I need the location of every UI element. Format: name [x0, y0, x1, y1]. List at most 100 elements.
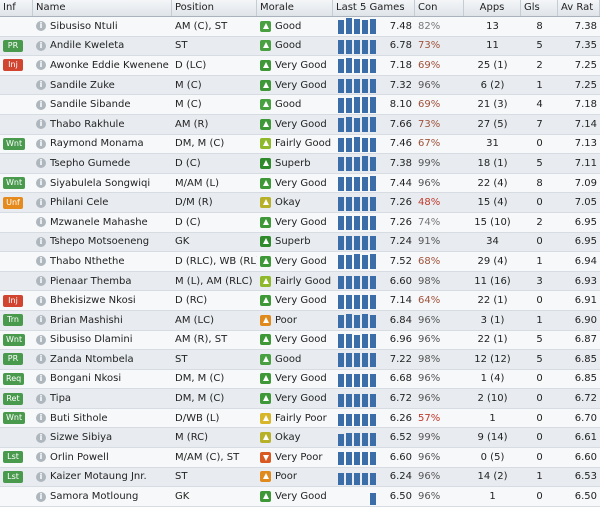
- info-icon[interactable]: i: [36, 21, 46, 32]
- table-row[interactable]: Req i Bongani Nkosi DM, M (C) Very Good 6.68 9…: [0, 369, 600, 390]
- player-name-cell[interactable]: i Pienaar Themba: [33, 272, 172, 291]
- player-name-cell[interactable]: i Thabo Nthethe: [33, 252, 172, 271]
- player-name-cell[interactable]: i Bhekisizwe Nkosi: [33, 291, 172, 310]
- info-icon[interactable]: i: [36, 60, 46, 71]
- status-badge[interactable]: Wnt: [3, 137, 26, 150]
- info-icon[interactable]: i: [36, 432, 46, 443]
- table-row[interactable]: PR i Andile Kweleta ST Good 6.78 73% 11 5 7.35: [0, 36, 600, 57]
- status-badge[interactable]: Wnt: [3, 333, 26, 346]
- table-row[interactable]: Wnt i Siyabulela Songwiqi M/AM (L) Very Good…: [0, 173, 600, 194]
- info-icon[interactable]: i: [36, 276, 46, 287]
- status-badge[interactable]: Ret: [3, 392, 23, 405]
- table-row[interactable]: Lst i Orlin Powell M/AM (C), ST Very Poor 6.6…: [0, 448, 600, 468]
- info-icon[interactable]: i: [36, 471, 46, 482]
- player-name-cell[interactable]: i Sandile Sibande: [33, 95, 172, 114]
- table-row[interactable]: Wnt i Raymond Monama DM, M (C) Fairly Good 7.…: [0, 134, 600, 155]
- player-name[interactable]: Siyabulela Songwiqi: [50, 177, 151, 189]
- table-row[interactable]: Ret i Tipa DM, M (C) Very Good 6.72 96% 2 (10) 0…: [0, 389, 600, 409]
- col-last5-header[interactable]: Last 5 Games: [333, 0, 415, 16]
- player-name-cell[interactable]: i Sibusiso Dlamini: [33, 331, 172, 350]
- info-icon[interactable]: i: [36, 413, 46, 424]
- table-row[interactable]: Trn i Brian Mashishi AM (LC) Poor 6.84 96% 3 (1…: [0, 310, 600, 331]
- player-name-cell[interactable]: i Tipa: [33, 389, 172, 408]
- player-name-cell[interactable]: i Sandile Zuke: [33, 76, 172, 95]
- player-name[interactable]: Sizwe Sibiya: [50, 432, 113, 444]
- player-name[interactable]: Sandile Sibande: [50, 99, 131, 111]
- col-apps-header[interactable]: Apps: [464, 0, 521, 16]
- info-icon[interactable]: i: [36, 217, 46, 228]
- status-badge[interactable]: PR: [3, 39, 23, 52]
- table-row[interactable]: i Thabo Nthethe D (RLC), WB (RL) Very Good 7…: [0, 252, 600, 272]
- col-morale-header[interactable]: Morale: [257, 0, 333, 16]
- status-badge[interactable]: Inj: [3, 294, 23, 307]
- player-name-cell[interactable]: i Samora Motloung: [33, 487, 172, 506]
- player-name[interactable]: Orlin Powell: [50, 451, 109, 463]
- status-badge[interactable]: Wnt: [3, 412, 26, 425]
- player-name[interactable]: Mzwanele Mahashe: [50, 216, 148, 228]
- player-name-cell[interactable]: i Andile Kweleta: [33, 37, 172, 56]
- table-row[interactable]: i Sandile Zuke M (C) Very Good 7.32 96% 6 (2) 1…: [0, 75, 600, 96]
- player-name[interactable]: Zanda Ntombela: [50, 353, 134, 365]
- player-name-cell[interactable]: i Thabo Rakhule: [33, 115, 172, 134]
- table-row[interactable]: i Sandile Sibande M (C) Good 8.10 69% 21 (3) 4 7…: [0, 95, 600, 115]
- table-row[interactable]: Inj i Bhekisizwe Nkosi D (RC) Very Good 7.14 6…: [0, 291, 600, 311]
- player-name-cell[interactable]: i Zanda Ntombela: [33, 350, 172, 369]
- player-name-cell[interactable]: i Awonke Eddie Kwenene: [33, 56, 172, 75]
- status-badge[interactable]: Lst: [3, 451, 23, 464]
- info-icon[interactable]: i: [36, 158, 46, 169]
- info-icon[interactable]: i: [36, 236, 46, 247]
- player-name-cell[interactable]: i Orlin Powell: [33, 448, 172, 467]
- info-icon[interactable]: i: [36, 393, 46, 404]
- player-name-cell[interactable]: i Tsepho Gumede: [33, 154, 172, 173]
- info-icon[interactable]: i: [36, 334, 46, 345]
- status-badge[interactable]: Lst: [3, 470, 23, 483]
- table-row[interactable]: Wnt i Sibusiso Dlamini AM (R), ST Very Good 6…: [0, 330, 600, 351]
- player-name-cell[interactable]: i Tshepo Motsoeneng: [33, 233, 172, 252]
- player-name[interactable]: Awonke Eddie Kwenene: [50, 59, 169, 71]
- col-position-header[interactable]: Position: [172, 0, 257, 16]
- status-badge[interactable]: Trn: [3, 314, 23, 327]
- info-icon[interactable]: i: [36, 197, 46, 208]
- player-name-cell[interactable]: i Raymond Monama: [33, 135, 172, 154]
- info-icon[interactable]: i: [36, 178, 46, 189]
- player-name[interactable]: Raymond Monama: [50, 138, 144, 150]
- status-badge[interactable]: Unf: [3, 196, 23, 209]
- player-name[interactable]: Samora Motloung: [50, 491, 139, 503]
- table-row[interactable]: Wnt i Buti Sithole D/WB (L) Fairly Poor 6.26 5…: [0, 408, 600, 429]
- info-icon[interactable]: i: [36, 354, 46, 365]
- player-name[interactable]: Tshepo Motsoeneng: [50, 236, 150, 248]
- player-name[interactable]: Sandile Zuke: [50, 79, 115, 91]
- table-row[interactable]: Inj i Awonke Eddie Kwenene D (LC) Very Good 7…: [0, 56, 600, 76]
- table-row[interactable]: Lst i Kaizer Motaung Jnr. ST Poor 6.24 96% 14 (…: [0, 467, 600, 488]
- status-badge[interactable]: Wnt: [3, 177, 26, 190]
- player-name[interactable]: Thabo Nthethe: [50, 255, 125, 267]
- table-row[interactable]: i Tsepho Gumede D (C) Superb 7.38 99% 18 (1) 5 7…: [0, 154, 600, 174]
- status-badge[interactable]: Inj: [3, 59, 23, 72]
- player-name[interactable]: Tipa: [50, 393, 72, 405]
- info-icon[interactable]: i: [36, 491, 46, 502]
- col-inf-header[interactable]: Inf: [0, 0, 33, 16]
- status-badge[interactable]: Req: [3, 372, 25, 385]
- player-name[interactable]: Sibusiso Dlamini: [50, 334, 133, 346]
- table-row[interactable]: PR i Zanda Ntombela ST Good 7.22 98% 12 (12) 5 6.…: [0, 350, 600, 370]
- info-icon[interactable]: i: [36, 99, 46, 110]
- table-row[interactable]: i Tshepo Motsoeneng GK Superb 7.24 91% 34 0 6.95: [0, 232, 600, 253]
- info-icon[interactable]: i: [36, 295, 46, 306]
- player-name-cell[interactable]: i Mzwanele Mahashe: [33, 213, 172, 232]
- player-name[interactable]: Andile Kweleta: [50, 40, 125, 52]
- player-name-cell[interactable]: i Bongani Nkosi: [33, 370, 172, 389]
- player-name[interactable]: Pienaar Themba: [50, 275, 132, 287]
- player-name-cell[interactable]: i Buti Sithole: [33, 409, 172, 428]
- player-name-cell[interactable]: i Sizwe Sibiya: [33, 428, 172, 447]
- player-name[interactable]: Thabo Rakhule: [50, 118, 125, 130]
- col-avrat-header[interactable]: Av Rat: [558, 0, 600, 16]
- col-name-header[interactable]: Name: [33, 0, 172, 16]
- table-row[interactable]: i Mzwanele Mahashe D (C) Very Good 7.26 74% 15…: [0, 212, 600, 233]
- status-badge[interactable]: PR: [3, 353, 23, 366]
- player-name-cell[interactable]: i Brian Mashishi: [33, 311, 172, 330]
- player-name[interactable]: Kaizer Motaung Jnr.: [50, 471, 147, 483]
- info-icon[interactable]: i: [36, 256, 46, 267]
- table-row[interactable]: i Samora Motloung GK Very Good 6.50 96% 1 0 6.50: [0, 487, 600, 507]
- player-name[interactable]: Buti Sithole: [50, 412, 108, 424]
- player-name[interactable]: Sibusiso Ntuli: [50, 20, 118, 32]
